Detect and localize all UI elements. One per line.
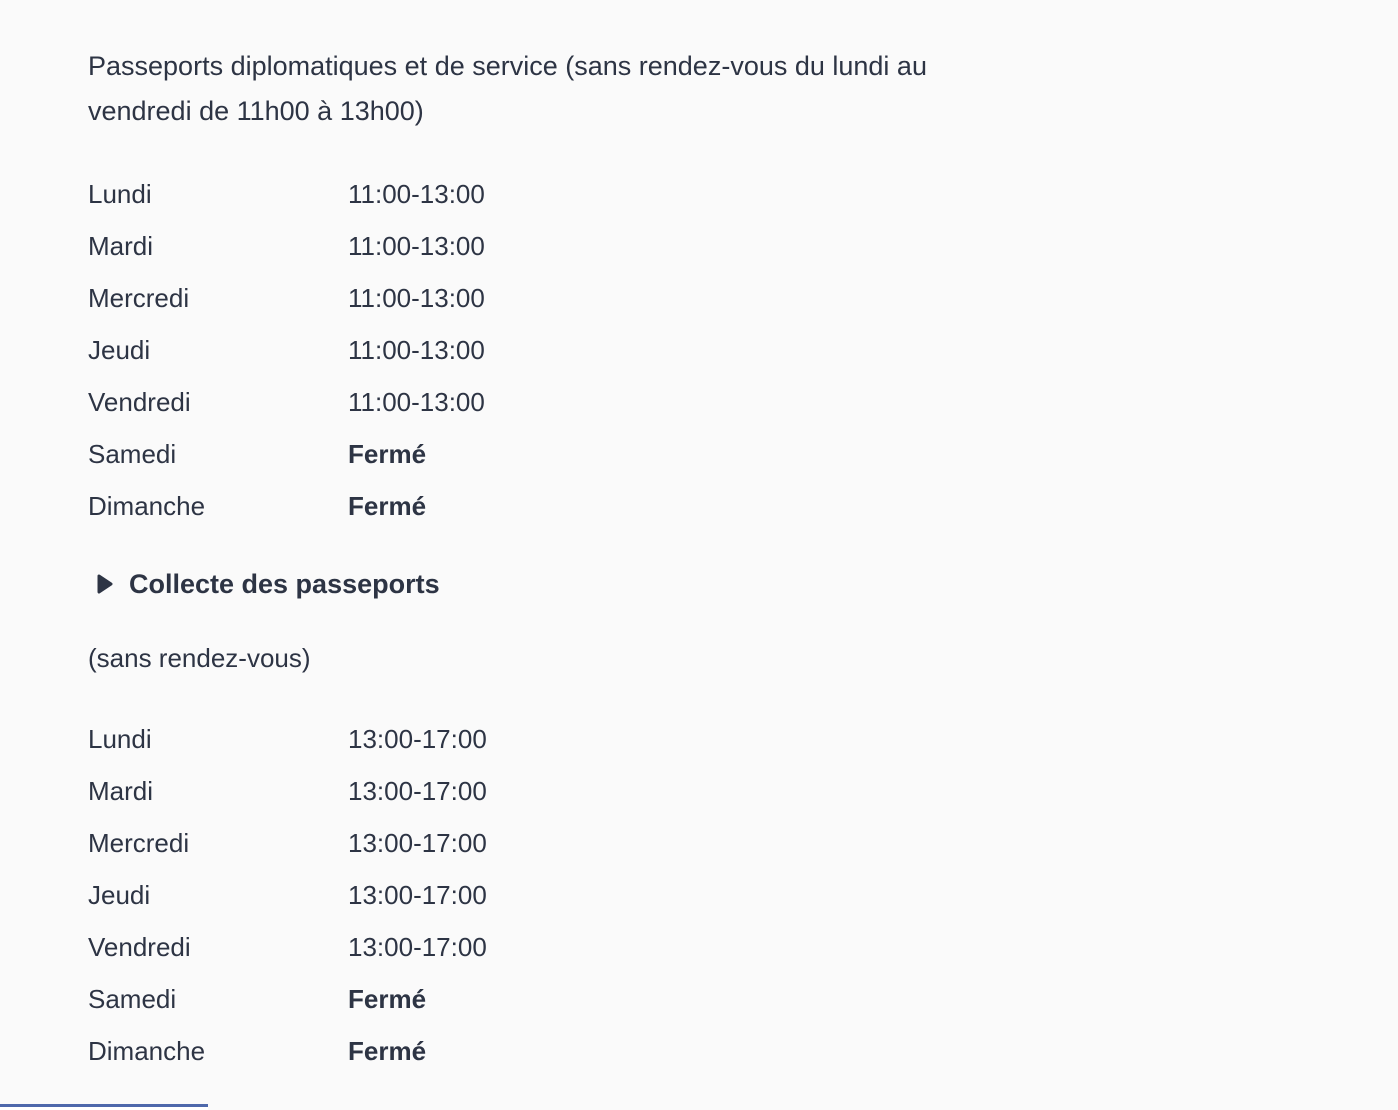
hours-value: 11:00-13:00 bbox=[348, 334, 485, 365]
section-title-line-1: Passeports diplomatiques et de service (… bbox=[88, 51, 927, 81]
day-label: Mardi bbox=[88, 775, 154, 806]
day-label: Mardi bbox=[88, 230, 154, 261]
triangle-right-icon bbox=[95, 572, 115, 596]
schedule-table-passeports-diplomatiques: Lundi 11:00-13:00 Mardi 11:00-13:00 Mercredi… bbox=[88, 168, 927, 532]
section-title: Passeports diplomatiques et de service (… bbox=[88, 44, 927, 134]
hours-value: 13:00-17:00 bbox=[348, 827, 487, 858]
accordion-collecte-des-passeports[interactable]: Collecte des passeports bbox=[95, 568, 440, 600]
schedule-row: Samedi Fermé bbox=[88, 973, 927, 1025]
schedule-row: Mercredi 13:00-17:00 bbox=[88, 817, 927, 869]
day-label: Mercredi bbox=[88, 827, 190, 858]
schedule-row: Mercredi 11:00-13:00 bbox=[88, 272, 927, 324]
schedule-row: Lundi 11:00-13:00 bbox=[88, 168, 927, 220]
opening-hours-section: Passeports diplomatiques et de service (… bbox=[88, 44, 927, 1077]
section-title-line-2: vendredi de 11h00 à 13h00) bbox=[88, 96, 424, 126]
schedule-row: Mardi 13:00-17:00 bbox=[88, 765, 927, 817]
schedule-row: Dimanche Fermé bbox=[88, 480, 927, 532]
schedule-row: Jeudi 11:00-13:00 bbox=[88, 324, 927, 376]
day-label: Dimanche bbox=[88, 1035, 206, 1066]
day-label: Dimanche bbox=[88, 490, 206, 521]
day-label: Vendredi bbox=[88, 931, 191, 962]
cutoff-bottom-widget[interactable] bbox=[0, 1104, 208, 1110]
hours-value: 13:00-17:00 bbox=[348, 723, 487, 754]
hours-value: 13:00-17:00 bbox=[348, 931, 487, 962]
day-label: Mercredi bbox=[88, 282, 190, 313]
schedule-row: Jeudi 13:00-17:00 bbox=[88, 869, 927, 921]
accordion-label: Collecte des passeports bbox=[129, 569, 440, 599]
schedule-row: Vendredi 13:00-17:00 bbox=[88, 921, 927, 973]
day-label: Jeudi bbox=[88, 879, 151, 910]
closed-label: Fermé bbox=[348, 490, 427, 521]
hours-value: 13:00-17:00 bbox=[348, 879, 487, 910]
day-label: Samedi bbox=[88, 438, 177, 469]
schedule-row: Samedi Fermé bbox=[88, 428, 927, 480]
schedule-row: Dimanche Fermé bbox=[88, 1025, 927, 1077]
schedule-table-collecte-passeports: Lundi 13:00-17:00 Mardi 13:00-17:00 Mercredi… bbox=[88, 713, 927, 1077]
schedule-row: Lundi 13:00-17:00 bbox=[88, 713, 927, 765]
hours-value: 11:00-13:00 bbox=[348, 178, 485, 209]
hours-value: 11:00-13:00 bbox=[348, 386, 485, 417]
schedule-row: Mardi 11:00-13:00 bbox=[88, 220, 927, 272]
day-label: Lundi bbox=[88, 178, 152, 209]
hours-value: 11:00-13:00 bbox=[348, 282, 485, 313]
schedule-row: Vendredi 11:00-13:00 bbox=[88, 376, 927, 428]
closed-label: Fermé bbox=[348, 1035, 427, 1066]
day-label: Samedi bbox=[88, 983, 177, 1014]
hours-value: 13:00-17:00 bbox=[348, 775, 487, 806]
closed-label: Fermé bbox=[348, 438, 427, 469]
day-label: Lundi bbox=[88, 723, 152, 754]
closed-label: Fermé bbox=[348, 983, 427, 1014]
day-label: Vendredi bbox=[88, 386, 191, 417]
subnote-sans-rendez-vous: (sans rendez-vous) bbox=[88, 643, 311, 673]
day-label: Jeudi bbox=[88, 334, 151, 365]
hours-value: 11:00-13:00 bbox=[348, 230, 485, 261]
